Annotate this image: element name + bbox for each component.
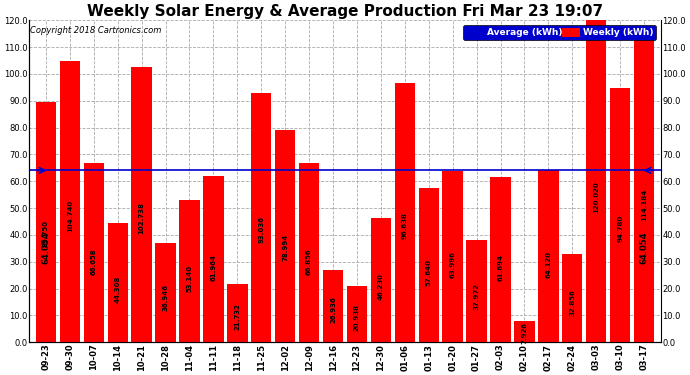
Text: 7.926: 7.926: [522, 322, 527, 344]
Bar: [155, 243, 176, 342]
Text: 20.938: 20.938: [354, 303, 360, 330]
Bar: [419, 188, 439, 342]
Text: 120.020: 120.020: [593, 182, 599, 213]
Text: 32.856: 32.856: [569, 289, 575, 316]
Text: 96.638: 96.638: [402, 212, 408, 239]
Bar: [299, 163, 319, 342]
Bar: [275, 130, 295, 342]
Text: 61.694: 61.694: [497, 254, 504, 281]
Bar: [83, 164, 104, 342]
Text: 104.740: 104.740: [67, 200, 73, 232]
Bar: [610, 88, 630, 342]
Text: 46.230: 46.230: [378, 273, 384, 300]
Bar: [323, 270, 343, 342]
Text: 114.184: 114.184: [641, 188, 647, 220]
Text: 53.140: 53.140: [186, 265, 193, 292]
Bar: [395, 83, 415, 342]
Text: 102.738: 102.738: [139, 202, 145, 234]
Bar: [491, 177, 511, 342]
Text: 66.856: 66.856: [306, 248, 312, 275]
Text: 57.640: 57.640: [426, 259, 432, 286]
Text: 94.780: 94.780: [617, 214, 623, 242]
Bar: [562, 254, 582, 342]
Bar: [36, 102, 56, 342]
Bar: [466, 240, 486, 342]
Text: 37.972: 37.972: [473, 283, 480, 310]
Text: 26.936: 26.936: [330, 296, 336, 323]
Bar: [634, 36, 654, 342]
Text: 61.964: 61.964: [210, 254, 217, 281]
Text: 63.996: 63.996: [450, 252, 455, 279]
Text: 44.308: 44.308: [115, 275, 121, 303]
Bar: [132, 67, 152, 342]
Bar: [108, 224, 128, 342]
Text: 64.054: 64.054: [41, 231, 50, 264]
Text: 36.946: 36.946: [163, 284, 168, 311]
Text: Copyright 2018 Cartronics.com: Copyright 2018 Cartronics.com: [30, 26, 161, 35]
Bar: [204, 176, 224, 342]
Bar: [442, 171, 463, 342]
Text: 64.120: 64.120: [545, 251, 551, 278]
Bar: [227, 284, 248, 342]
Text: 93.036: 93.036: [258, 216, 264, 243]
Bar: [514, 321, 535, 342]
Bar: [251, 93, 271, 342]
Title: Weekly Solar Energy & Average Production Fri Mar 23 19:07: Weekly Solar Energy & Average Production…: [87, 4, 603, 19]
Text: 21.732: 21.732: [235, 303, 240, 330]
Bar: [347, 286, 367, 342]
Bar: [538, 170, 558, 342]
Bar: [586, 20, 607, 342]
Text: 89.750: 89.750: [43, 220, 49, 248]
Text: 78.994: 78.994: [282, 233, 288, 261]
Bar: [371, 218, 391, 342]
Text: 66.658: 66.658: [91, 249, 97, 275]
Bar: [60, 61, 80, 342]
Legend: Average (kWh), Weekly (kWh): Average (kWh), Weekly (kWh): [464, 25, 656, 40]
Text: 64.054: 64.054: [640, 231, 649, 264]
Bar: [179, 200, 199, 342]
